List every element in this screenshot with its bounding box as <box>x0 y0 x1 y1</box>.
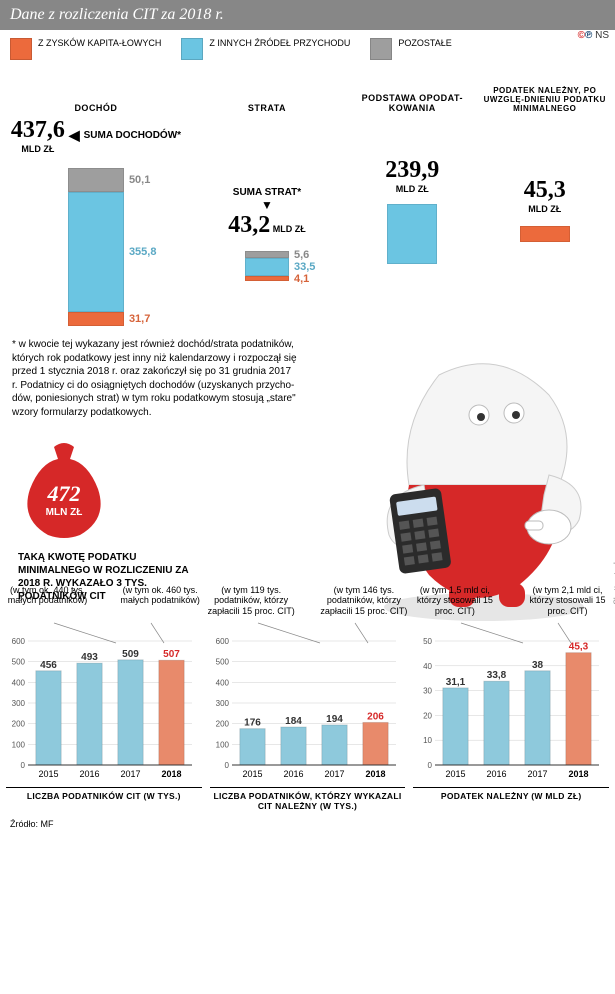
legend-swatch-remaining <box>370 38 392 60</box>
bar-podstawa <box>387 204 437 264</box>
panel-label-dochod: DOCHÓD <box>6 68 186 113</box>
page-title: Dane z rozliczenia CIT za 2018 r. <box>0 0 615 30</box>
strata-total: 43,2 <box>228 212 270 238</box>
svg-text:100: 100 <box>12 740 26 749</box>
svg-text:509: 509 <box>122 649 139 660</box>
podatek-value: 45,3 <box>481 177 609 204</box>
legend-label: POZOSTAŁE <box>398 38 451 49</box>
svg-text:2015: 2015 <box>38 769 58 779</box>
svg-text:2016: 2016 <box>283 769 303 779</box>
chart-podatek-nalezny: 0102030405031,1201533,8201638201745,3201… <box>413 633 609 811</box>
mascot-illustration <box>349 345 609 625</box>
legend-swatch-other-sources <box>181 38 203 60</box>
svg-text:500: 500 <box>215 658 229 667</box>
dochod-total: 437,6 <box>11 117 65 144</box>
svg-text:507: 507 <box>163 649 180 660</box>
svg-text:40: 40 <box>423 662 432 671</box>
svg-text:2017: 2017 <box>528 769 548 779</box>
top-panels: DOCHÓD 437,6 MLD ZŁ ◀ SUMA DOCHODÓW* 50,… <box>0 64 615 330</box>
svg-text:38: 38 <box>532 660 544 671</box>
panel-label-strata: STRATA <box>190 68 344 113</box>
chart-liczba-cit: 0100200300400500600456201549320165092017… <box>6 633 202 811</box>
svg-text:2015: 2015 <box>242 769 262 779</box>
svg-text:0: 0 <box>428 761 433 770</box>
svg-text:493: 493 <box>81 652 98 663</box>
podstawa-value: 239,9 <box>348 157 476 184</box>
svg-text:194: 194 <box>326 714 343 725</box>
svg-text:100: 100 <box>215 740 229 749</box>
svg-text:10: 10 <box>423 736 432 745</box>
svg-text:184: 184 <box>285 716 302 727</box>
svg-text:2018: 2018 <box>569 769 589 779</box>
svg-text:0: 0 <box>224 761 229 770</box>
legend-label: Z INNYCH ŹRÓDEŁ PRZYCHODU <box>209 38 350 49</box>
bar-podatek <box>520 226 570 242</box>
legend-swatch-capital <box>10 38 32 60</box>
svg-text:31,1: 31,1 <box>446 677 466 688</box>
svg-text:176: 176 <box>244 718 261 729</box>
svg-text:2015: 2015 <box>446 769 466 779</box>
svg-text:2018: 2018 <box>161 769 181 779</box>
stack-dochod: 50,1355,831,7 <box>68 168 124 326</box>
svg-text:200: 200 <box>215 720 229 729</box>
source: Źródło: MF <box>0 815 615 837</box>
legend-label: Z ZYSKÓW KAPITA-ŁOWYCH <box>38 38 161 49</box>
svg-text:300: 300 <box>12 699 26 708</box>
svg-text:2016: 2016 <box>487 769 507 779</box>
svg-text:200: 200 <box>12 720 26 729</box>
svg-text:33,8: 33,8 <box>487 670 507 681</box>
svg-text:30: 30 <box>423 687 432 696</box>
chart-liczba-nalezny: 0100200300400500600176201518420161942017… <box>210 633 406 811</box>
svg-text:2018: 2018 <box>365 769 385 779</box>
svg-text:2017: 2017 <box>120 769 140 779</box>
svg-text:2016: 2016 <box>79 769 99 779</box>
svg-text:0: 0 <box>21 761 26 770</box>
svg-text:400: 400 <box>215 678 229 687</box>
svg-text:20: 20 <box>423 711 432 720</box>
svg-text:2017: 2017 <box>324 769 344 779</box>
copyright: ©℗ NS <box>578 30 609 41</box>
panel-label-podstawa: PODSTAWA OPODAT-KOWANIA <box>348 68 476 113</box>
panel-label-podatek: PODATEK NALEŻNY, PO UWZGLĘ-DNIENIU PODAT… <box>481 68 609 113</box>
svg-text:206: 206 <box>367 711 384 722</box>
stack-strata: 5,633,54,1 <box>245 251 289 281</box>
legend: Z ZYSKÓW KAPITA-ŁOWYCH Z INNYCH ŹRÓDEŁ P… <box>0 30 615 64</box>
footnote: * w kwocie tej wykazany jest również doc… <box>0 330 310 423</box>
svg-text:456: 456 <box>40 660 57 671</box>
svg-text:500: 500 <box>12 658 26 667</box>
bottom-charts: 0100200300400500600456201549320165092017… <box>0 603 615 815</box>
svg-text:300: 300 <box>215 699 229 708</box>
svg-text:400: 400 <box>12 678 26 687</box>
